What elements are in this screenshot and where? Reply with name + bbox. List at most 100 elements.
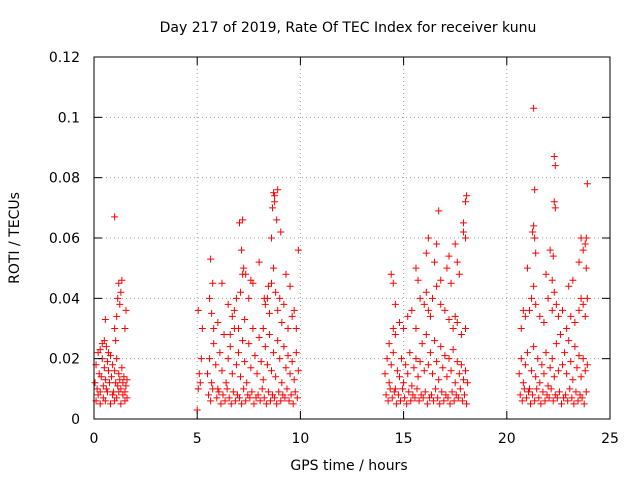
data-point [239,337,247,345]
data-point [208,309,216,317]
data-point [583,361,591,369]
data-point [268,279,276,287]
data-point [386,385,394,393]
data-point [219,391,227,399]
y-tick-label: 0.08 [49,171,80,187]
data-point [541,397,549,405]
data-point [582,234,590,242]
data-point [438,388,446,396]
data-point [232,361,240,369]
data-point [520,385,528,393]
data-point [565,282,573,290]
data-point [413,385,421,393]
data-point [261,300,269,308]
data-point [231,397,239,405]
data-point [537,400,545,408]
data-point [225,394,233,402]
data-point [570,400,578,408]
data-point [412,325,420,332]
data-point [415,397,423,405]
data-point [284,325,292,332]
data-point [288,358,296,366]
data-point [387,361,395,369]
data-point [411,394,419,402]
data-point [112,337,120,345]
data-point [255,258,263,266]
data-point [213,394,221,402]
data-point [240,264,248,272]
data-point [581,240,589,248]
data-point [264,388,272,396]
data-point [292,325,300,332]
data-point [563,325,571,332]
data-point [571,318,579,326]
data-point [554,312,562,320]
data-point [540,370,548,378]
data-point [104,349,112,357]
data-point [539,388,547,396]
data-point [205,391,213,399]
data-point [524,388,532,396]
data-point [550,373,558,381]
data-point [250,400,258,408]
data-point [437,300,445,308]
data-point [421,388,429,396]
data-point [526,306,534,314]
data-point [553,394,561,402]
data-point [272,288,280,296]
data-point [196,379,204,387]
data-point [253,370,261,378]
data-point [451,312,459,320]
data-point [268,234,276,242]
data-point [273,216,281,224]
data-point [569,376,577,384]
data-point [393,367,401,375]
data-point [247,276,255,284]
data-point [397,397,405,405]
data-point [463,400,471,408]
data-point [548,306,556,314]
data-point [256,397,264,405]
y-tick-label: 0.04 [49,291,80,307]
data-point [400,325,408,332]
data-point [117,288,125,296]
data-point [226,343,234,351]
data-point [293,394,301,402]
data-point [236,219,244,227]
data-point [247,364,255,372]
data-point [286,370,294,378]
data-point [544,382,552,390]
data-point [528,367,536,375]
data-point [443,264,451,272]
data-point [232,294,240,302]
data-point [277,397,285,405]
data-point [572,388,580,396]
data-point [271,198,279,206]
data-point [462,198,470,206]
data-point [583,294,591,302]
data-point [575,258,583,266]
data-point [460,391,468,399]
data-point [416,294,424,302]
data-point [517,325,525,332]
data-point [394,391,402,399]
data-point [441,352,449,360]
data-point [241,358,249,366]
data-point [103,388,111,396]
data-point [431,337,439,345]
data-point [207,397,215,405]
data-point [566,385,574,393]
data-point [531,397,539,405]
x-tick-label: 20 [498,431,516,447]
data-point [228,370,236,378]
data-point [96,346,104,354]
data-point [575,352,583,360]
data-point [579,300,587,308]
x-axis-label: GPS time / hours [290,458,407,474]
data-point [389,279,397,287]
data-point [450,397,458,405]
data-point [98,340,106,348]
data-point [546,364,554,372]
data-point [242,397,250,405]
data-point [445,315,453,323]
